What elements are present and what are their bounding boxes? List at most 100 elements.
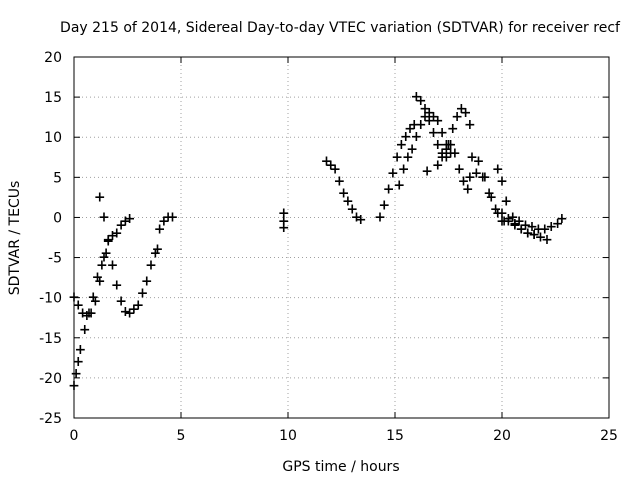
- data-point: +: [423, 105, 435, 121]
- data-point: +: [396, 137, 408, 153]
- data-point: +: [464, 169, 476, 185]
- series-arc-14: ++++++: [466, 149, 510, 229]
- data-point: +: [115, 294, 127, 310]
- data-point: +: [98, 250, 110, 266]
- data-point: +: [490, 201, 502, 217]
- data-point: +: [346, 201, 358, 217]
- data-point: +: [520, 217, 532, 233]
- data-point: +: [545, 219, 557, 235]
- data-point: +: [81, 308, 93, 324]
- y-tick-label: -15: [39, 331, 62, 347]
- x-tick-label: 0: [70, 428, 79, 444]
- data-point: +: [415, 93, 427, 109]
- data-point: +: [513, 213, 525, 229]
- data-point: +: [411, 129, 423, 145]
- data-point: +: [462, 181, 474, 197]
- data-point: +: [464, 117, 476, 133]
- data-points: ++++++++++++++++++++++++++++++++++++++++…: [68, 89, 568, 394]
- data-point: +: [278, 213, 290, 229]
- data-point: +: [398, 161, 410, 177]
- data-point: +: [391, 149, 403, 165]
- data-point: +: [522, 225, 534, 241]
- y-axis-label: SDTVAR / TECUs: [7, 181, 23, 296]
- y-tick-label: -25: [39, 411, 62, 427]
- data-point: +: [515, 221, 527, 237]
- data-point: +: [473, 153, 485, 169]
- plot-frame: [73, 56, 610, 419]
- data-point: +: [449, 145, 461, 161]
- x-axis-label: GPS time / hours: [282, 459, 399, 475]
- data-point: +: [162, 209, 174, 225]
- data-point: +: [374, 209, 386, 225]
- data-point: +: [102, 232, 114, 248]
- y-tick-label: 20: [44, 50, 62, 66]
- data-point: +: [338, 185, 350, 201]
- data-point: +: [436, 149, 448, 165]
- y-tick-label: -10: [39, 291, 62, 307]
- series-arc-13: ++++++: [464, 165, 508, 229]
- data-point: +: [528, 227, 540, 243]
- data-point: +: [443, 137, 455, 153]
- data-point: +: [111, 225, 123, 241]
- data-point: +: [428, 125, 440, 141]
- data-point: +: [432, 157, 444, 173]
- data-point: +: [111, 278, 123, 294]
- data-point: +: [115, 217, 127, 233]
- data-point: +: [119, 213, 131, 229]
- data-point: +: [503, 213, 515, 229]
- data-point: +: [94, 189, 106, 205]
- data-point: +: [75, 342, 87, 358]
- data-point: +: [387, 165, 399, 181]
- data-point: +: [107, 228, 119, 244]
- data-point: +: [423, 113, 435, 129]
- data-point: +: [528, 227, 540, 243]
- data-point: +: [419, 101, 431, 117]
- data-point: +: [119, 304, 131, 320]
- data-point: +: [154, 221, 166, 237]
- x-tick-label: 5: [177, 428, 186, 444]
- data-point: +: [432, 137, 444, 153]
- data-point: +: [522, 225, 534, 241]
- data-point: +: [509, 217, 521, 233]
- data-point: +: [321, 153, 333, 169]
- data-point: +: [440, 149, 452, 165]
- data-point: +: [402, 149, 414, 165]
- series-arc-11: ++++++: [443, 101, 476, 153]
- data-point: +: [70, 366, 82, 382]
- series-arc-9: ++++++++++++: [393, 105, 452, 193]
- series-arc-4: ++++: [141, 242, 163, 290]
- data-point: +: [419, 109, 431, 125]
- data-point: +: [333, 173, 345, 189]
- data-point: +: [406, 141, 418, 157]
- data-point: +: [498, 213, 510, 229]
- series-arc-7: +++++++++: [321, 153, 367, 228]
- data-point: +: [421, 164, 433, 180]
- data-point: +: [128, 302, 140, 318]
- data-point: +: [496, 173, 508, 189]
- series-arc-17: +++++: [503, 213, 540, 243]
- data-point: +: [278, 220, 290, 236]
- data-point: +: [167, 209, 179, 225]
- data-point: +: [458, 173, 470, 189]
- data-point: +: [455, 101, 467, 117]
- data-point: +: [428, 109, 440, 125]
- data-point: +: [447, 121, 459, 137]
- data-point: +: [152, 242, 164, 258]
- data-point: +: [98, 209, 110, 225]
- data-point: +: [342, 193, 354, 209]
- y-tick-label: -5: [48, 251, 62, 267]
- data-point: +: [96, 258, 108, 274]
- data-point: +: [507, 209, 519, 225]
- data-point: +: [496, 205, 508, 221]
- x-tick-label: 20: [493, 428, 511, 444]
- data-point: +: [329, 161, 341, 177]
- data-point: +: [483, 185, 495, 201]
- data-point: +: [477, 169, 489, 185]
- x-tick-label: 10: [279, 428, 297, 444]
- data-point: +: [90, 294, 102, 310]
- data-point: +: [141, 274, 153, 290]
- data-point: +: [509, 216, 521, 232]
- data-point: +: [83, 306, 95, 322]
- data-point: +: [85, 306, 97, 322]
